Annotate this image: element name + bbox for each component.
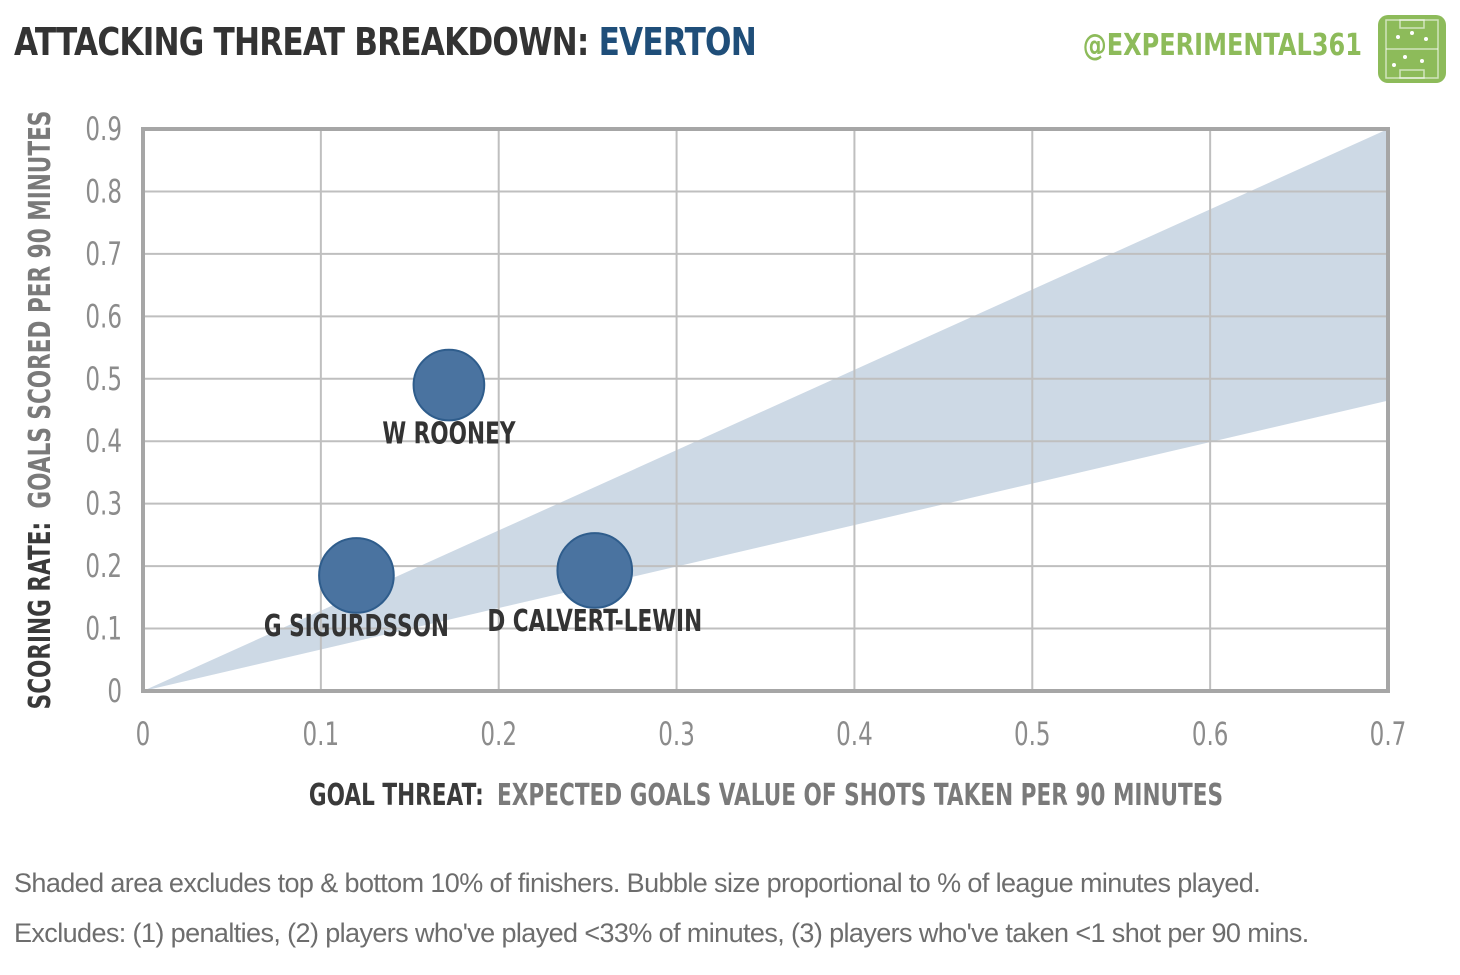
bubble-point bbox=[318, 537, 395, 614]
y-tick-label: 0.8 bbox=[85, 173, 122, 211]
title-prefix: ATTACKING THREAT BREAKDOWN: bbox=[14, 20, 589, 64]
x-axis-label: GOAL THREAT: EXPECTED GOALS VALUE OF SHO… bbox=[309, 779, 1223, 813]
x-tick-label: 0.6 bbox=[1192, 715, 1229, 753]
y-tick-label: 0.6 bbox=[85, 297, 122, 335]
y-tick-label: 0.9 bbox=[85, 110, 122, 148]
y-tick-label: 0.4 bbox=[85, 422, 122, 460]
x-tick-label: 0.7 bbox=[1370, 715, 1407, 753]
x-tick-labels: 0 0.1 0.2 0.3 0.4 0.5 0.6 0.7 bbox=[136, 715, 1407, 753]
x-tick-label: 0.2 bbox=[480, 715, 517, 753]
bubble-point bbox=[556, 532, 634, 609]
y-tick-label: 0.5 bbox=[85, 360, 122, 398]
y-tick-label: 0.2 bbox=[85, 547, 122, 585]
bubble-point bbox=[412, 348, 486, 422]
x-tick-label: 0.4 bbox=[836, 715, 873, 753]
chart-title: ATTACKING THREAT BREAKDOWN: EVERTON bbox=[14, 20, 757, 64]
y-tick-label: 0.3 bbox=[85, 485, 122, 523]
bubble-label: W ROONEY bbox=[382, 417, 516, 451]
plot-frame bbox=[141, 127, 1390, 693]
pitch-logo-icon bbox=[1378, 15, 1446, 83]
bubble-label: D CALVERT-LEWIN bbox=[487, 604, 702, 638]
x-axis-label-text: EXPECTED GOALS VALUE OF SHOTS TAKEN PER … bbox=[497, 779, 1223, 813]
x-tick-label: 0.1 bbox=[303, 715, 340, 753]
footnote-1: Shaded area excludes top & bottom 10% of… bbox=[14, 868, 1261, 898]
y-tick-label: 0 bbox=[107, 672, 122, 710]
y-tick-label: 0.1 bbox=[85, 610, 122, 648]
x-tick-label: 0.3 bbox=[658, 715, 695, 753]
x-axis-label-bold: GOAL THREAT: bbox=[309, 779, 484, 813]
bubbles: W ROONEY G SIGURDSSON D CALVERT-LEWIN bbox=[264, 348, 702, 644]
y-tick-labels: 0 0.1 0.2 0.3 0.4 0.5 0.6 0.7 0.8 0.9 bbox=[85, 110, 122, 710]
footnote-2: Excludes: (1) penalties, (2) players who… bbox=[14, 918, 1309, 948]
x-tick-label: 0.5 bbox=[1014, 715, 1051, 753]
y-tick-label: 0.7 bbox=[85, 235, 122, 273]
bubble-label: G SIGURDSSON bbox=[264, 609, 449, 643]
y-axis-label: SCORING RATE: GOALS SCORED PER 90 MINUTE… bbox=[24, 111, 58, 710]
y-axis-label-text: GOALS SCORED PER 90 MINUTES bbox=[24, 111, 58, 509]
x-tick-label: 0 bbox=[136, 715, 151, 753]
y-axis-label-bold: SCORING RATE: bbox=[24, 522, 58, 709]
title-team: EVERTON bbox=[598, 20, 757, 64]
twitter-handle: @EXPERIMENTAL361 bbox=[1082, 28, 1362, 63]
finishing-band bbox=[143, 129, 1388, 691]
